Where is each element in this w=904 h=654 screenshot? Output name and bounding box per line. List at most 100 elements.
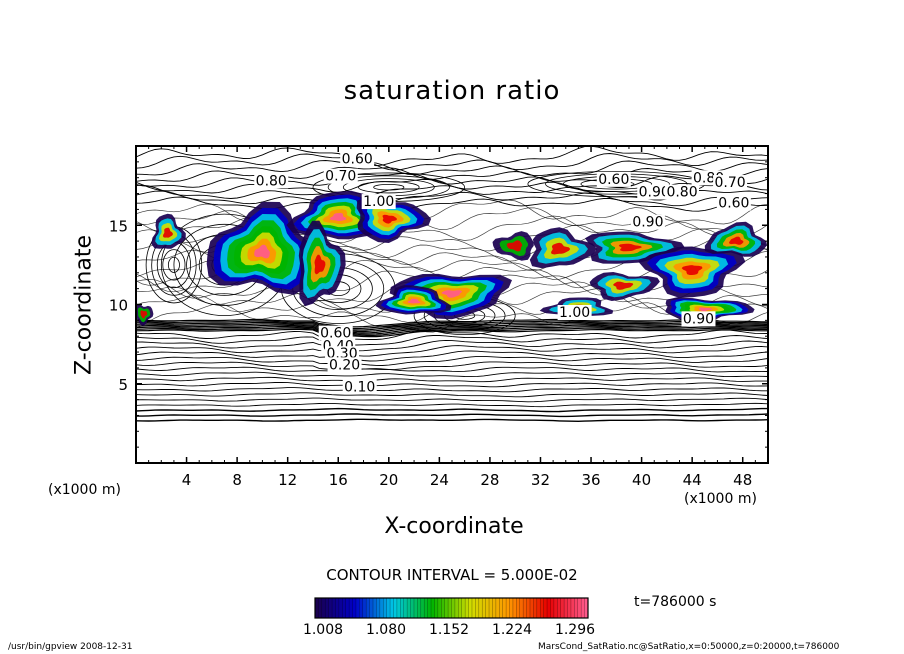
contour-label: 1.00 [559, 305, 590, 321]
colorbar-segment [434, 598, 439, 618]
colorbar-segment [376, 598, 381, 618]
cloud-fill-level [441, 290, 462, 298]
colorbar-segment [495, 598, 500, 618]
contour-label: 0.20 [329, 357, 360, 373]
colorbar-segment [478, 598, 483, 618]
cloud-fill-level [729, 236, 744, 245]
contour-line [136, 146, 768, 167]
x-tick-label: 28 [480, 471, 499, 489]
contour-line [136, 407, 768, 413]
contour-line [136, 381, 768, 388]
cloud-fill-level [162, 227, 173, 238]
contour-label-bg [342, 379, 377, 395]
colorbar-segment [461, 598, 466, 618]
x-tick-label: 44 [683, 471, 702, 489]
colorbar-segment [465, 598, 470, 618]
contour-line [136, 376, 768, 383]
colorbar-segment [564, 598, 569, 618]
contour-label-bg [681, 311, 716, 327]
colorbar-tick-label: 1.152 [428, 622, 470, 638]
contour-label-bg [323, 168, 358, 184]
colorbar-segment [506, 598, 511, 618]
cloud-fill-level [613, 281, 634, 290]
contour-label: 0.80 [256, 173, 287, 189]
cloud-fill-level [506, 240, 523, 252]
contour-labels: 0.600.700.80 0.60 0.800.700.900.801.00 0.60… [254, 151, 751, 396]
colorbar-segment [413, 598, 418, 618]
contour-interval-text: CONTOUR INTERVAL = 5.000E-02 [326, 566, 578, 584]
contour-loop [358, 181, 420, 194]
contour-label: 0.60 [342, 151, 373, 167]
x-tick-label: 16 [329, 471, 348, 489]
colorbar-segment [325, 598, 330, 618]
contour-line [136, 166, 768, 182]
cloud-fill-level [382, 214, 397, 224]
y-tick-label: 15 [109, 217, 128, 235]
contour-line [136, 325, 768, 335]
cloud-fill-level [551, 242, 571, 255]
colorbar-segment [369, 598, 374, 618]
contour-line [136, 397, 768, 403]
colorbar-segment [543, 598, 548, 618]
colorbar-segment [437, 598, 442, 618]
colorbar-segment [553, 598, 558, 618]
colorbar-segment [390, 598, 394, 618]
x-tick-label: 40 [632, 471, 651, 489]
colorbar-segment [332, 598, 336, 618]
colorbar-segment [318, 598, 323, 618]
contour-label: 0.90 [683, 311, 714, 327]
colorbar-segment [581, 598, 586, 618]
colorbar-tick-label: 1.008 [302, 622, 344, 638]
x-tick-label: 20 [379, 471, 398, 489]
colorbar-segment [410, 598, 415, 618]
colorbar-segment [328, 598, 333, 618]
colorbar-segment [338, 598, 343, 618]
contour-line [136, 196, 768, 213]
colorbar-segment [366, 598, 371, 618]
colorbar-segment [427, 598, 432, 618]
x-tick-label: 12 [278, 471, 297, 489]
cloud-fill-level [254, 244, 270, 259]
cloud-fill-level [618, 243, 642, 252]
contour-label: 0.10 [344, 380, 375, 396]
colorbar-segment [424, 598, 429, 618]
colorbar-segment [383, 598, 388, 618]
contour-line [136, 335, 768, 346]
colorbar-segment [584, 598, 589, 618]
colorbar-tick-label: 1.296 [554, 622, 596, 638]
colorbar-segment [512, 598, 517, 618]
contour-label: 0.70 [325, 169, 356, 185]
contour-label: 1.00 [363, 194, 394, 210]
contour-line [136, 153, 768, 171]
contour-line [136, 371, 768, 378]
colorbar-segment [533, 598, 538, 618]
colorbar-segment [315, 598, 319, 618]
colorbar-segment [550, 598, 555, 618]
contour-line [136, 402, 768, 408]
colorbar-segment [393, 598, 398, 618]
x-tick-label: 36 [581, 471, 600, 489]
contour-line [136, 355, 768, 366]
contour-label-bg [557, 305, 592, 321]
x-tick-label: 24 [430, 471, 449, 489]
cloud-fill-level [329, 212, 347, 221]
cloud-fill-level [681, 265, 703, 275]
x-tick-label: 8 [232, 471, 242, 489]
colorbar-segment [373, 598, 377, 618]
colorbar-segment [342, 598, 347, 618]
colorbar-segment [547, 598, 551, 618]
plot-area: 0.600.700.80 0.60 0.800.700.900.801.00 0.60… [136, 146, 768, 423]
contour-label-bg [327, 357, 362, 373]
contour-line [136, 323, 768, 333]
footer-source: MarsCond_SatRatio.nc@SatRatio,x=0:50000,… [538, 642, 840, 652]
colorbar-segment [386, 598, 391, 618]
colorbar-segment [574, 598, 579, 618]
contour-loop [373, 183, 405, 191]
colorbar-segment [499, 598, 504, 618]
contour-label: 0.70 [714, 175, 745, 191]
colorbar-segment [454, 598, 459, 618]
contour-line [136, 366, 768, 373]
cloud-fill-level [407, 298, 421, 304]
x-unit-label-left: (x1000 m) [48, 482, 121, 498]
